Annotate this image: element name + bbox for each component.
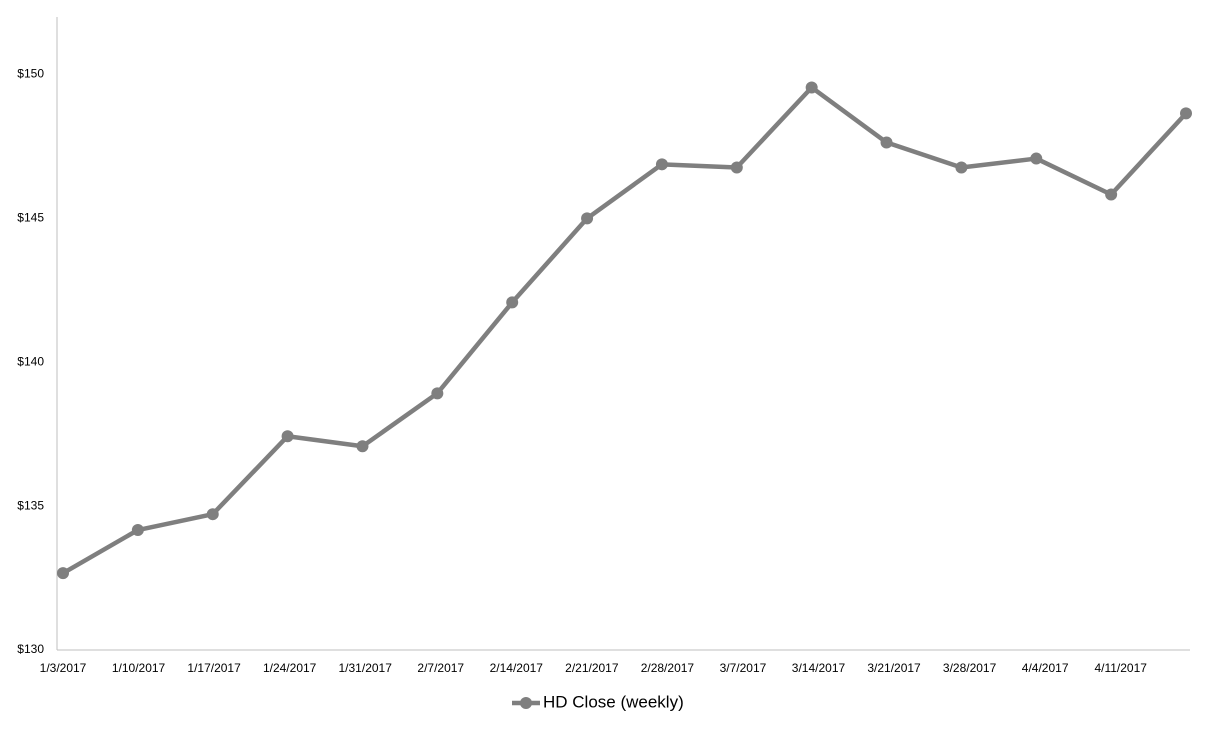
data-point xyxy=(581,212,594,225)
x-tick-label: 4/4/2017 xyxy=(1022,661,1069,675)
x-tick-label: 2/14/2017 xyxy=(490,661,544,675)
x-tick-label: 1/31/2017 xyxy=(339,661,393,675)
x-tick-label: 1/10/2017 xyxy=(112,661,166,675)
data-point xyxy=(955,161,968,174)
x-tick-label: 1/3/2017 xyxy=(40,661,87,675)
data-point xyxy=(880,136,893,149)
y-tick-label: $150 xyxy=(17,67,44,81)
data-point xyxy=(655,158,668,171)
y-tick-label: $140 xyxy=(17,354,44,368)
x-tick-label: 3/7/2017 xyxy=(720,661,767,675)
data-point xyxy=(506,296,519,309)
data-point xyxy=(1105,188,1118,201)
series-line xyxy=(61,85,1188,576)
y-tick-label: $145 xyxy=(17,211,44,225)
data-point xyxy=(281,430,294,443)
x-tick-label: 3/14/2017 xyxy=(792,661,846,675)
y-tick-label: $135 xyxy=(17,498,44,512)
legend-text: HD Close (weekly) xyxy=(543,692,684,711)
x-tick-label: 1/24/2017 xyxy=(263,661,317,675)
x-tick-label: 2/21/2017 xyxy=(565,661,619,675)
data-point xyxy=(131,524,144,537)
x-tick-label: 2/28/2017 xyxy=(641,661,695,675)
x-tick-label: 3/21/2017 xyxy=(867,661,921,675)
data-point xyxy=(730,161,743,174)
data-point xyxy=(57,567,69,580)
x-tick-label: 1/17/2017 xyxy=(187,661,241,675)
data-point xyxy=(206,508,219,521)
y-tick-label: $130 xyxy=(17,642,44,656)
data-point xyxy=(1180,107,1192,120)
data-point xyxy=(1030,152,1043,165)
data-point xyxy=(431,387,444,400)
data-point xyxy=(356,440,369,453)
data-point xyxy=(805,81,818,94)
x-tick-label: 3/28/2017 xyxy=(943,661,997,675)
legend-symbol-dot xyxy=(520,697,532,709)
x-tick-label: 2/7/2017 xyxy=(417,661,464,675)
x-tick-label: 4/11/2017 xyxy=(1094,661,1147,675)
